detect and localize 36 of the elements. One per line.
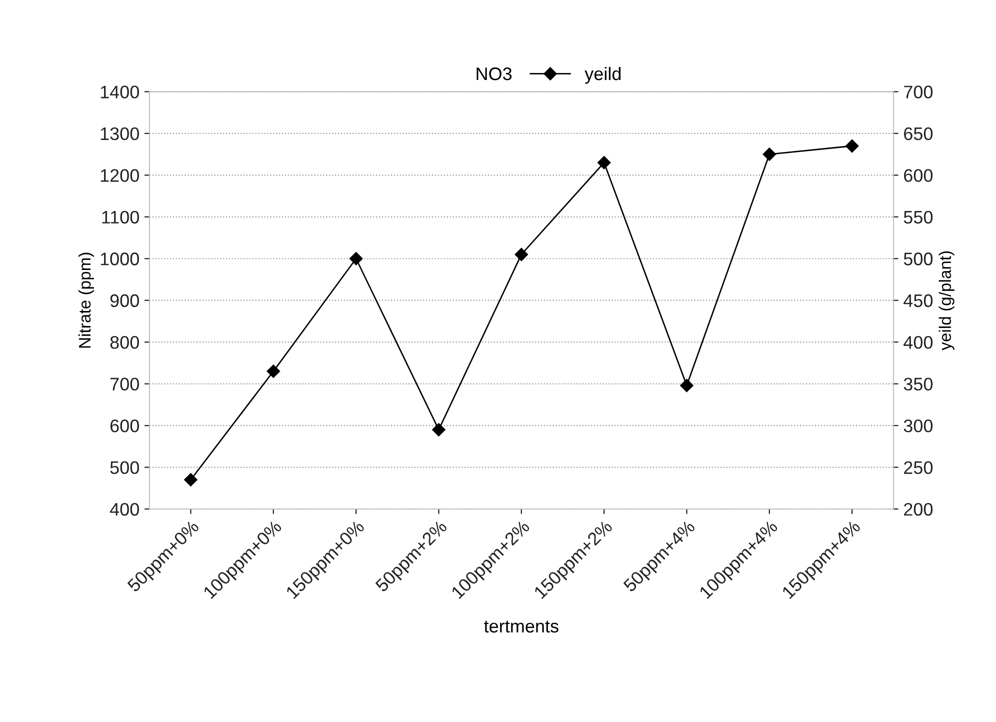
- y-tick-label: 400: [110, 502, 139, 516]
- y2-tick-label: 400: [904, 336, 933, 349]
- y2-tick-label: 650: [904, 127, 933, 140]
- y-tick-label: 1300: [100, 127, 139, 140]
- y-tick-label: 1400: [100, 86, 139, 98]
- y-axis-title: Nitrate (ppm): [78, 252, 94, 348]
- y2-tick-label: 550: [904, 210, 933, 224]
- y-tick-label: 1100: [102, 210, 139, 224]
- y-tick-label: 1000: [100, 252, 139, 266]
- point: [762, 148, 776, 161]
- y2-tick-label: 450: [904, 294, 933, 308]
- y-tick-label: 600: [110, 419, 139, 432]
- legend-label: yeild: [584, 66, 621, 84]
- y-tick-label: 700: [110, 378, 139, 391]
- y-tick-label: 500: [110, 461, 139, 474]
- y2-tick-label: 350: [904, 378, 933, 391]
- y2-tick-label: 250: [904, 461, 933, 474]
- point: [349, 252, 363, 266]
- y-tick-label: 800: [110, 336, 139, 349]
- point: [432, 423, 446, 436]
- point: [266, 364, 280, 378]
- point: [597, 156, 611, 170]
- y2-tick-label: 500: [904, 252, 933, 266]
- y2-tick-label: 600: [904, 169, 933, 182]
- y-tick-label: 900: [110, 294, 139, 308]
- point: [680, 378, 694, 392]
- text: NO3: [476, 67, 512, 80]
- point: [514, 248, 528, 262]
- y2-tick-label: 300: [904, 419, 933, 432]
- y-tick-label: 1200: [100, 169, 139, 182]
- y2-tick-label: 700: [904, 86, 933, 98]
- y2-tick-label: 200: [904, 502, 933, 516]
- x-axis-title: tertments: [484, 620, 558, 633]
- y2-axis-title: yeild (g/plant): [938, 251, 954, 350]
- point: [845, 139, 859, 153]
- point: [184, 473, 198, 486]
